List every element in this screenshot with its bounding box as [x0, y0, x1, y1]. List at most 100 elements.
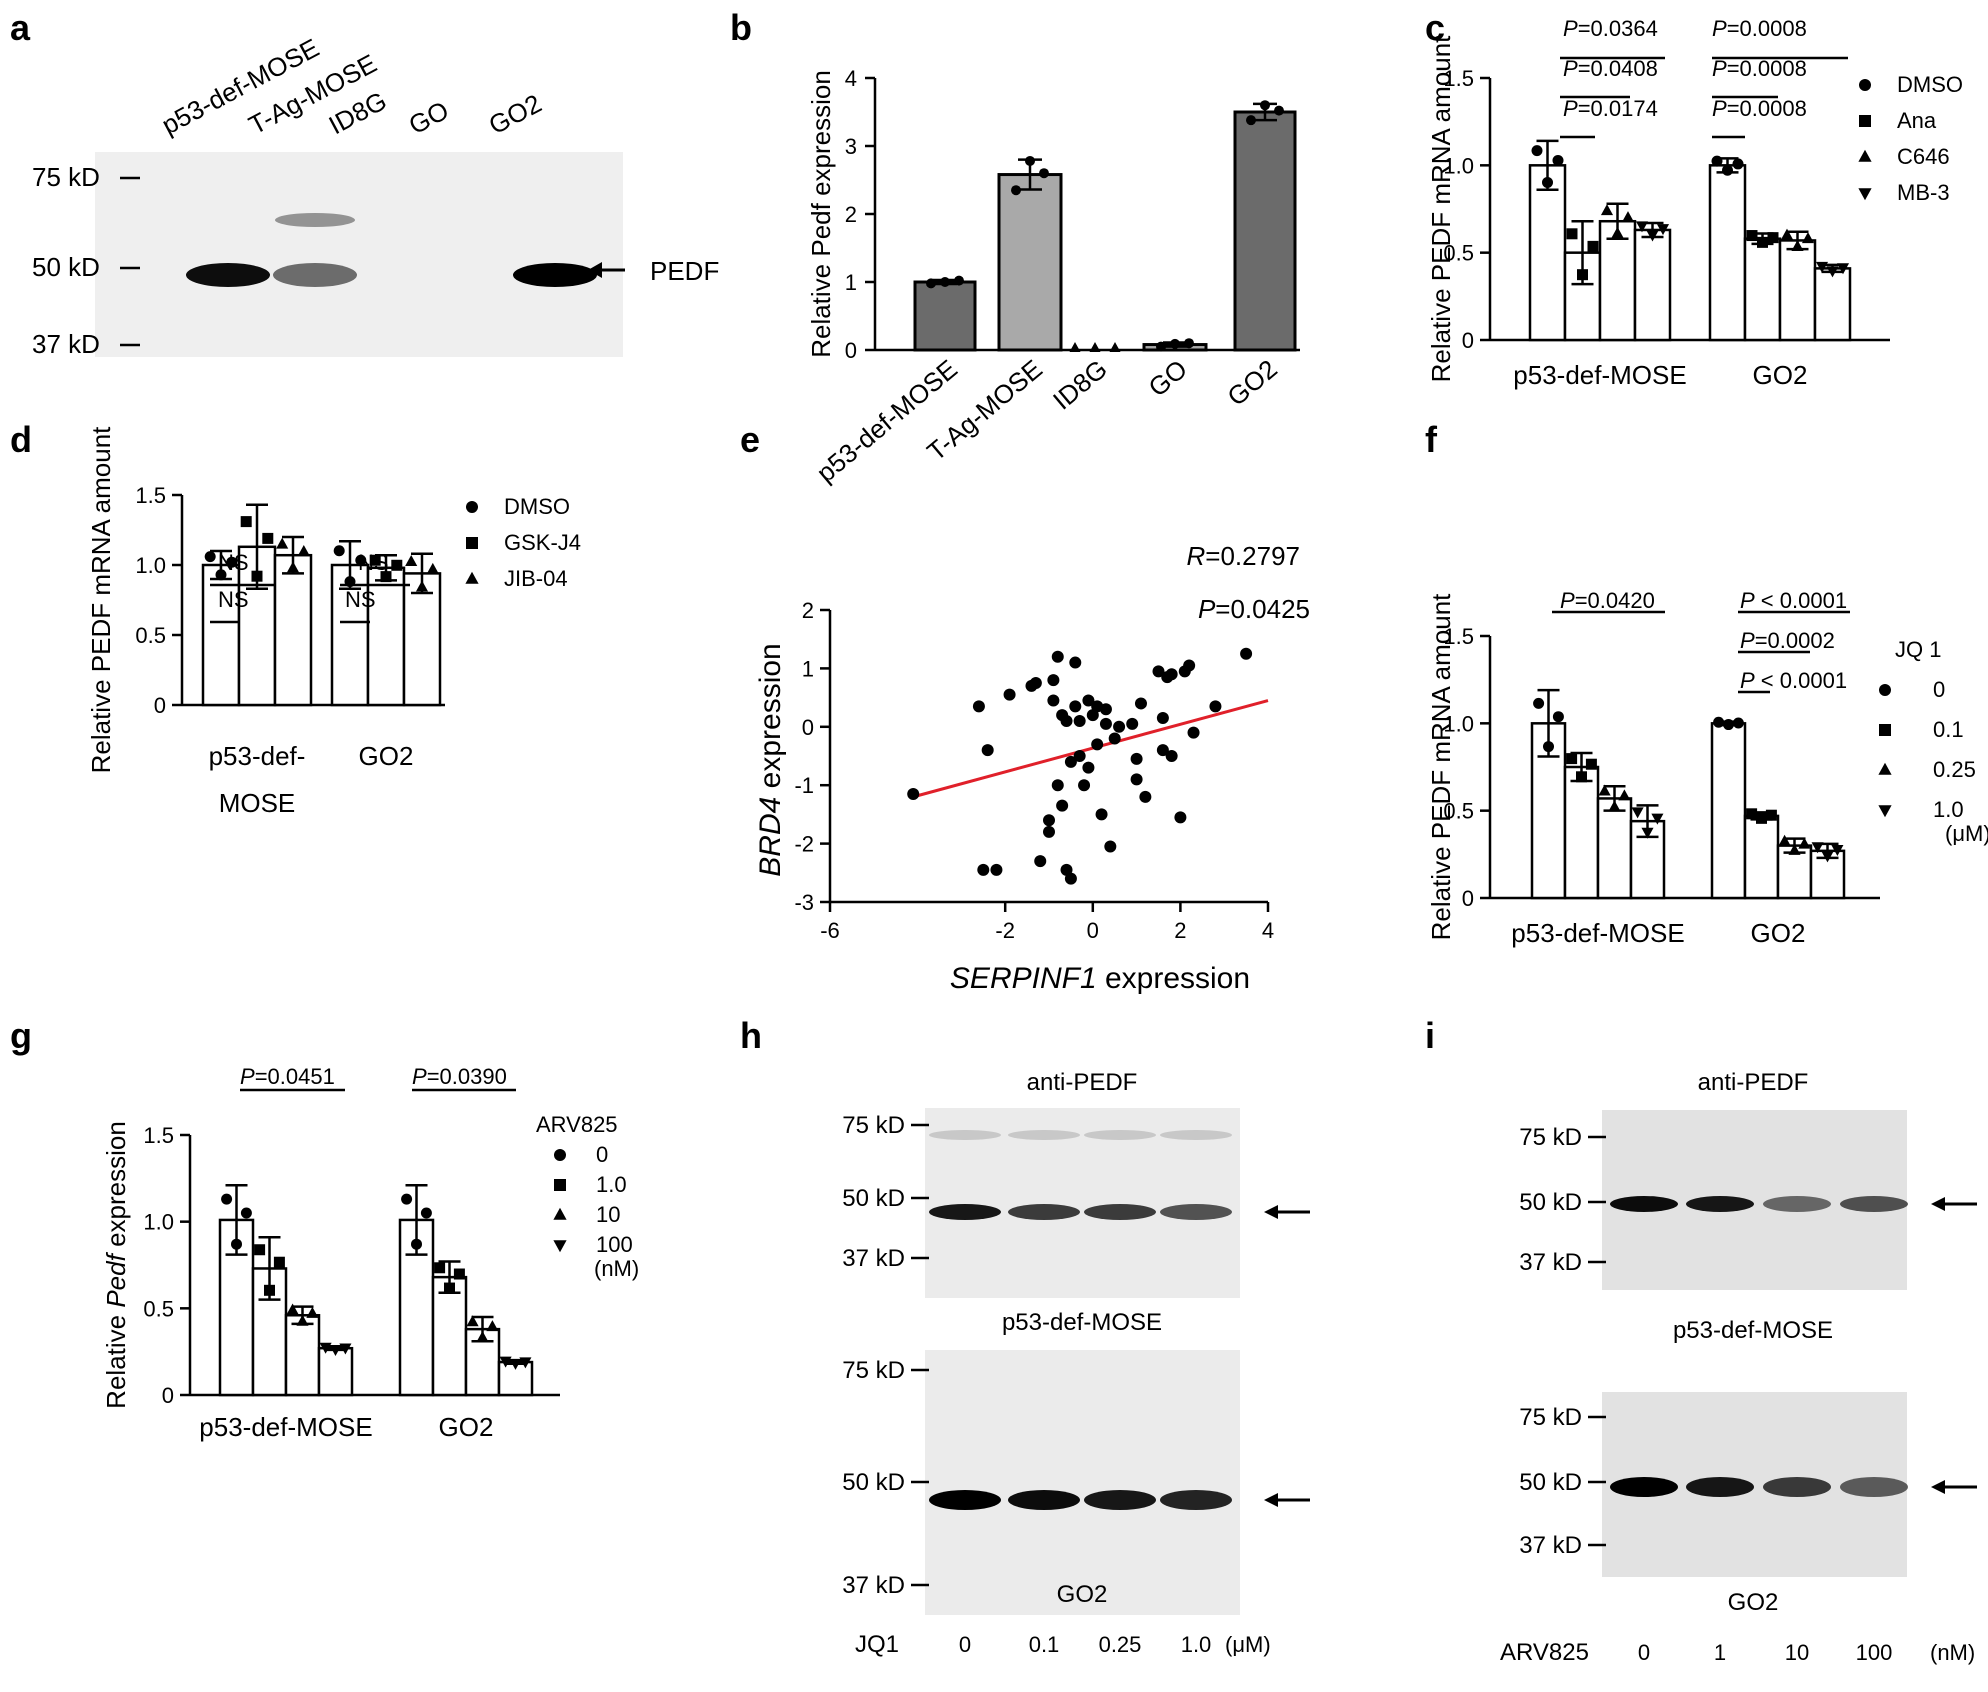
panel-b-data-point [1156, 341, 1166, 352]
panel-c-p-symbol: P [1712, 16, 1727, 41]
panel-d-data-point [405, 555, 418, 567]
panel-c-data-point [1780, 228, 1794, 240]
panel-c-p-number: =0.0408 [1578, 56, 1658, 81]
panel-g-p-value: P=0.0390 [412, 1064, 507, 1089]
panel-f-ytick-label: 1.0 [1443, 711, 1474, 736]
panel-g-data-point [240, 1207, 252, 1219]
panel-d-ytick-label: 0.5 [135, 623, 166, 648]
panel-c-bar [1813, 267, 1852, 342]
panel-g-data-point [231, 1238, 242, 1250]
panel-h-top-band [1160, 1204, 1232, 1220]
panel-g-data-point [486, 1320, 499, 1332]
panel-b-xtick-label: GO2 [1222, 354, 1283, 412]
panel-b-data-point [1011, 185, 1021, 196]
panel-e-data-point [1183, 659, 1196, 672]
panel-e-data-point [1051, 650, 1064, 663]
panel-e-data-point [1187, 726, 1200, 739]
panel-f-bar [1743, 814, 1780, 900]
panel-i-bottom-band [1840, 1477, 1908, 1497]
panel-c-data-point [1791, 239, 1804, 251]
panel-e-data-point [1047, 694, 1060, 707]
panel-c-data-point [1611, 226, 1624, 238]
panel-a-marker-label: 37 kD [32, 329, 100, 359]
panel-e-data-point [1073, 714, 1086, 727]
panel-c-legend-label: DMSO [1897, 72, 1963, 97]
panel-g-data-point [434, 1262, 446, 1274]
panel-i-top-band [1840, 1196, 1908, 1212]
panel-e-ytick-label: -3 [794, 890, 814, 915]
panel-d-data-point [226, 556, 238, 568]
panel-d-group-label: p53-def- [209, 741, 306, 771]
panel-i-cell-line: GO2 [1728, 1589, 1779, 1616]
panel-e-data-point [1029, 677, 1042, 689]
panel-i-bottom-marker-label: 50 kD [1519, 1469, 1582, 1496]
panel-c-legend-marker [1858, 188, 1872, 201]
panel-g-p-symbol: P [240, 1064, 255, 1089]
panel-e-data-point [1099, 717, 1112, 730]
panel-f-legend-marker [1879, 684, 1891, 696]
panel-g-ytick-label: 0 [162, 1383, 174, 1408]
panel-g-data-point [306, 1306, 319, 1318]
panel-f-p-symbol: P [1560, 588, 1575, 613]
panel-e-data-point [1051, 779, 1064, 792]
panel-e-data-point [1069, 700, 1082, 713]
panel-e-data-point [1082, 761, 1095, 774]
panel-c-bar [1778, 239, 1817, 342]
panel-d-data-point [297, 544, 310, 556]
panel-b-xtick-label: ID8G [1047, 354, 1113, 416]
panel-f-ylabel: Relative PEDF mRNA amount [1426, 593, 1456, 941]
panel-d-ns-label: NS [358, 550, 389, 575]
panel-h-treatment-label: JQ1 [855, 1631, 899, 1658]
panel-c-ytick-label: 0 [1462, 328, 1474, 353]
panel-h-bottom-marker-label: 37 kD [842, 1572, 905, 1599]
panel-c-data-point [1732, 158, 1744, 170]
panel-g-bar [218, 1218, 255, 1397]
panel-h-top-faint-band [1160, 1130, 1232, 1140]
panel-e-data-point [1078, 779, 1091, 792]
panel-g-ylabel-suffix: expression [101, 1121, 131, 1254]
panel-e-data-point [1043, 814, 1055, 827]
panel-letter-e: e [740, 419, 760, 460]
panel-h-dose-label: 0 [959, 1632, 971, 1657]
panel-g-data-point [329, 1345, 342, 1357]
panel-d-ns-label: NS [218, 587, 249, 612]
panel-d-group-label-line2: MOSE [219, 788, 296, 818]
panel-a-band [513, 263, 597, 287]
panel-e-xlabel-suffix: expression [1097, 962, 1250, 995]
panel-e-ytick-label: -1 [794, 773, 814, 798]
panel-d-data-point [204, 551, 216, 563]
panel-d-data-point [333, 545, 345, 557]
panel-b-xtick-label: p53-def-MOSE [811, 354, 963, 488]
panel-b-bar [997, 173, 1063, 352]
panel-a-band [186, 263, 270, 287]
panel-i-top-band [1610, 1196, 1678, 1212]
panel-f-data-point [1618, 789, 1631, 801]
panel-e-data-point [1165, 668, 1178, 681]
panel-i-bottom-band [1763, 1477, 1831, 1497]
panel-c-data-point [1801, 232, 1815, 244]
panel-g-legend-label: 0 [596, 1142, 608, 1167]
panel-e-ytick-label: 1 [802, 656, 814, 681]
panel-f-group-label: GO2 [1751, 918, 1806, 948]
panel-d-ytick-label: 1.0 [135, 553, 166, 578]
panel-h-top-title: anti-PEDF [1027, 1069, 1138, 1096]
panel-e-xlabel-gene: SERPINF1 [950, 962, 1097, 995]
panel-e-ylabel-suffix: expression [754, 643, 787, 796]
panel-e-data-point [1060, 714, 1073, 727]
panel-i-dose-label: 100 [1856, 1640, 1893, 1665]
panel-f-data-point [1713, 716, 1725, 728]
panel-f-data-point [1821, 851, 1834, 863]
panel-g-data-point [453, 1268, 465, 1280]
panel-d-data-point [240, 516, 252, 528]
panel-f-data-point [1723, 719, 1734, 731]
panel-d-bar [273, 553, 313, 707]
panel-f-p-number: < 0.0001 [1755, 668, 1847, 693]
panel-c-p-symbol: P [1563, 96, 1578, 121]
panel-a-marker-label: 50 kD [32, 252, 100, 282]
panel-d-ytick-label: 0 [154, 693, 166, 718]
panel-h-top-band [1084, 1204, 1156, 1220]
panel-letter-d: d [10, 419, 32, 460]
panel-a-band [273, 263, 357, 287]
panel-g-group-label: p53-def-MOSE [199, 1412, 372, 1442]
panel-h-dose-unit: (μM) [1225, 1632, 1271, 1657]
